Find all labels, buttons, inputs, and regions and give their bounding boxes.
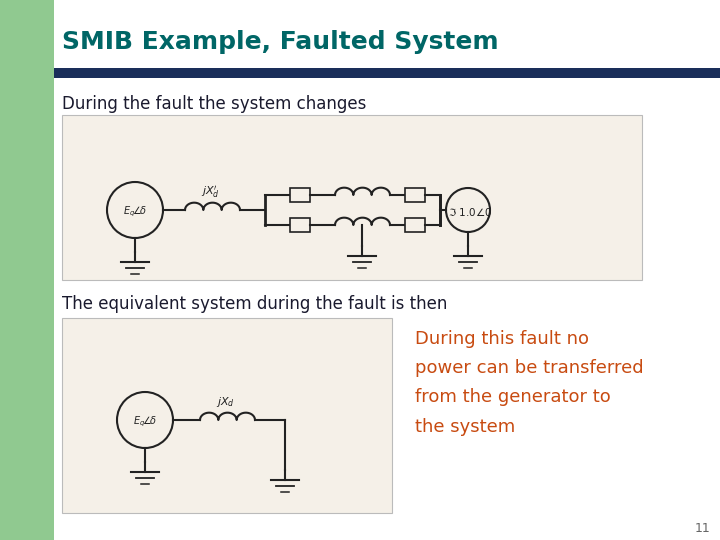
Text: $\Im$ 1.0$\angle$0: $\Im$ 1.0$\angle$0 (448, 206, 492, 218)
Bar (54, 68, 720, 78)
Text: 11: 11 (694, 522, 710, 535)
Text: $E_q\!\angle\!\delta$: $E_q\!\angle\!\delta$ (123, 205, 147, 219)
Bar (405, 188, 425, 202)
Text: The equivalent system during the fault is then: The equivalent system during the fault i… (62, 295, 447, 313)
Text: $jX_d$: $jX_d$ (215, 395, 235, 409)
Bar (290, 188, 310, 202)
Text: SMIB Example, Faulted System: SMIB Example, Faulted System (62, 30, 499, 54)
Bar (290, 218, 310, 232)
Text: During this fault no
power can be transferred
from the generator to
the system: During this fault no power can be transf… (415, 330, 644, 436)
Text: $jX_d'$: $jX_d'$ (201, 184, 220, 200)
Text: During the fault the system changes: During the fault the system changes (62, 95, 366, 113)
Bar (62, 115, 642, 280)
Text: $E_q\!\angle\!\delta$: $E_q\!\angle\!\delta$ (133, 415, 157, 429)
Bar (62, 318, 392, 513)
Bar (0, 0, 54, 540)
Bar (405, 218, 425, 232)
